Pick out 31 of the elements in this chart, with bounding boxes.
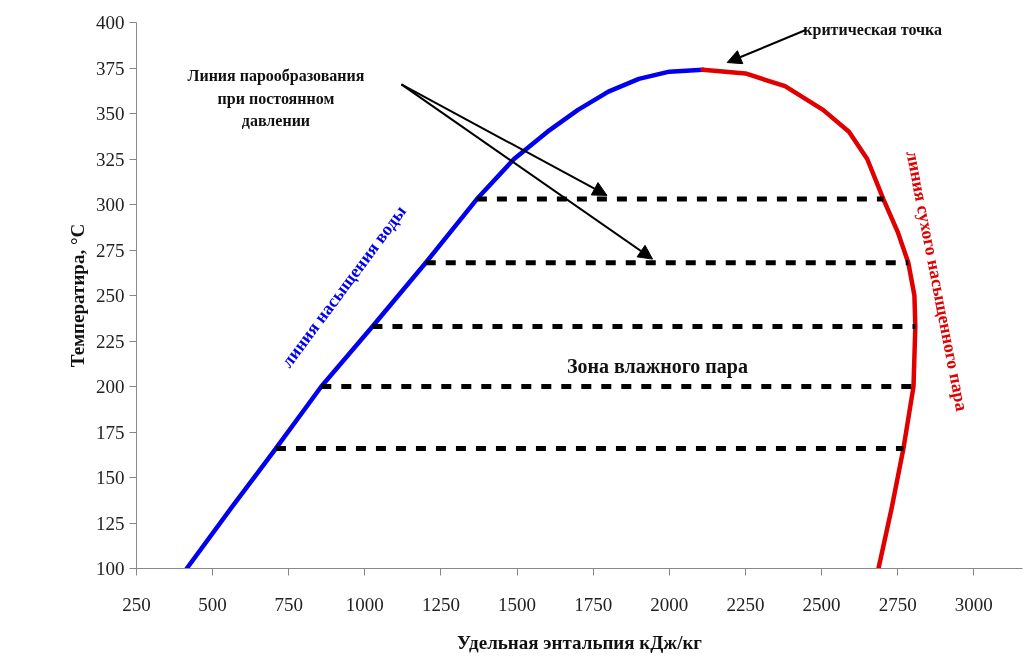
y-tick-label: 250 [96, 285, 125, 306]
x-tick-label: 500 [198, 593, 227, 615]
y-tick-label: 325 [96, 148, 125, 170]
y-tick-label: 375 [96, 57, 125, 79]
x-tick-label: 2250 [726, 593, 765, 615]
x-axis-title: Удельная энтальпия кДж/кг [456, 631, 703, 653]
x-tick-label: 2000 [650, 593, 689, 615]
y-tick-label: 225 [96, 330, 125, 352]
x-tick-label: 750 [274, 593, 303, 615]
y-tick-label: 150 [96, 467, 125, 488]
y-tick-label: 275 [96, 239, 125, 261]
y-tick-label: 350 [96, 103, 125, 124]
x-tick-label: 1750 [574, 593, 613, 615]
y-tick-label: 175 [96, 421, 125, 443]
x-tick-label: 1250 [421, 593, 460, 615]
x-tick-label: 250 [122, 593, 151, 615]
x-tick-label: 2500 [802, 593, 841, 615]
x-tick-label: 1500 [498, 593, 537, 615]
y-tick-label: 300 [96, 194, 125, 215]
y-tick-label: 200 [96, 376, 125, 397]
y-axis-title: Температира, °С [67, 223, 88, 368]
y-tick-label: 400 [96, 12, 125, 33]
x-tick-label: 1000 [345, 593, 384, 615]
y-tick-label: 125 [96, 512, 125, 534]
annotation: критическая точка [803, 21, 942, 40]
x-tick-label: 2750 [878, 593, 917, 615]
y-tick-label: 100 [96, 558, 125, 579]
annotation: Линия парообразования при постоянном давлении [187, 66, 365, 130]
annotation: Зона влажного пара [566, 355, 748, 379]
x-tick-label: 3000 [954, 593, 993, 615]
text: линия сухого насыщенного пара [902, 149, 973, 413]
